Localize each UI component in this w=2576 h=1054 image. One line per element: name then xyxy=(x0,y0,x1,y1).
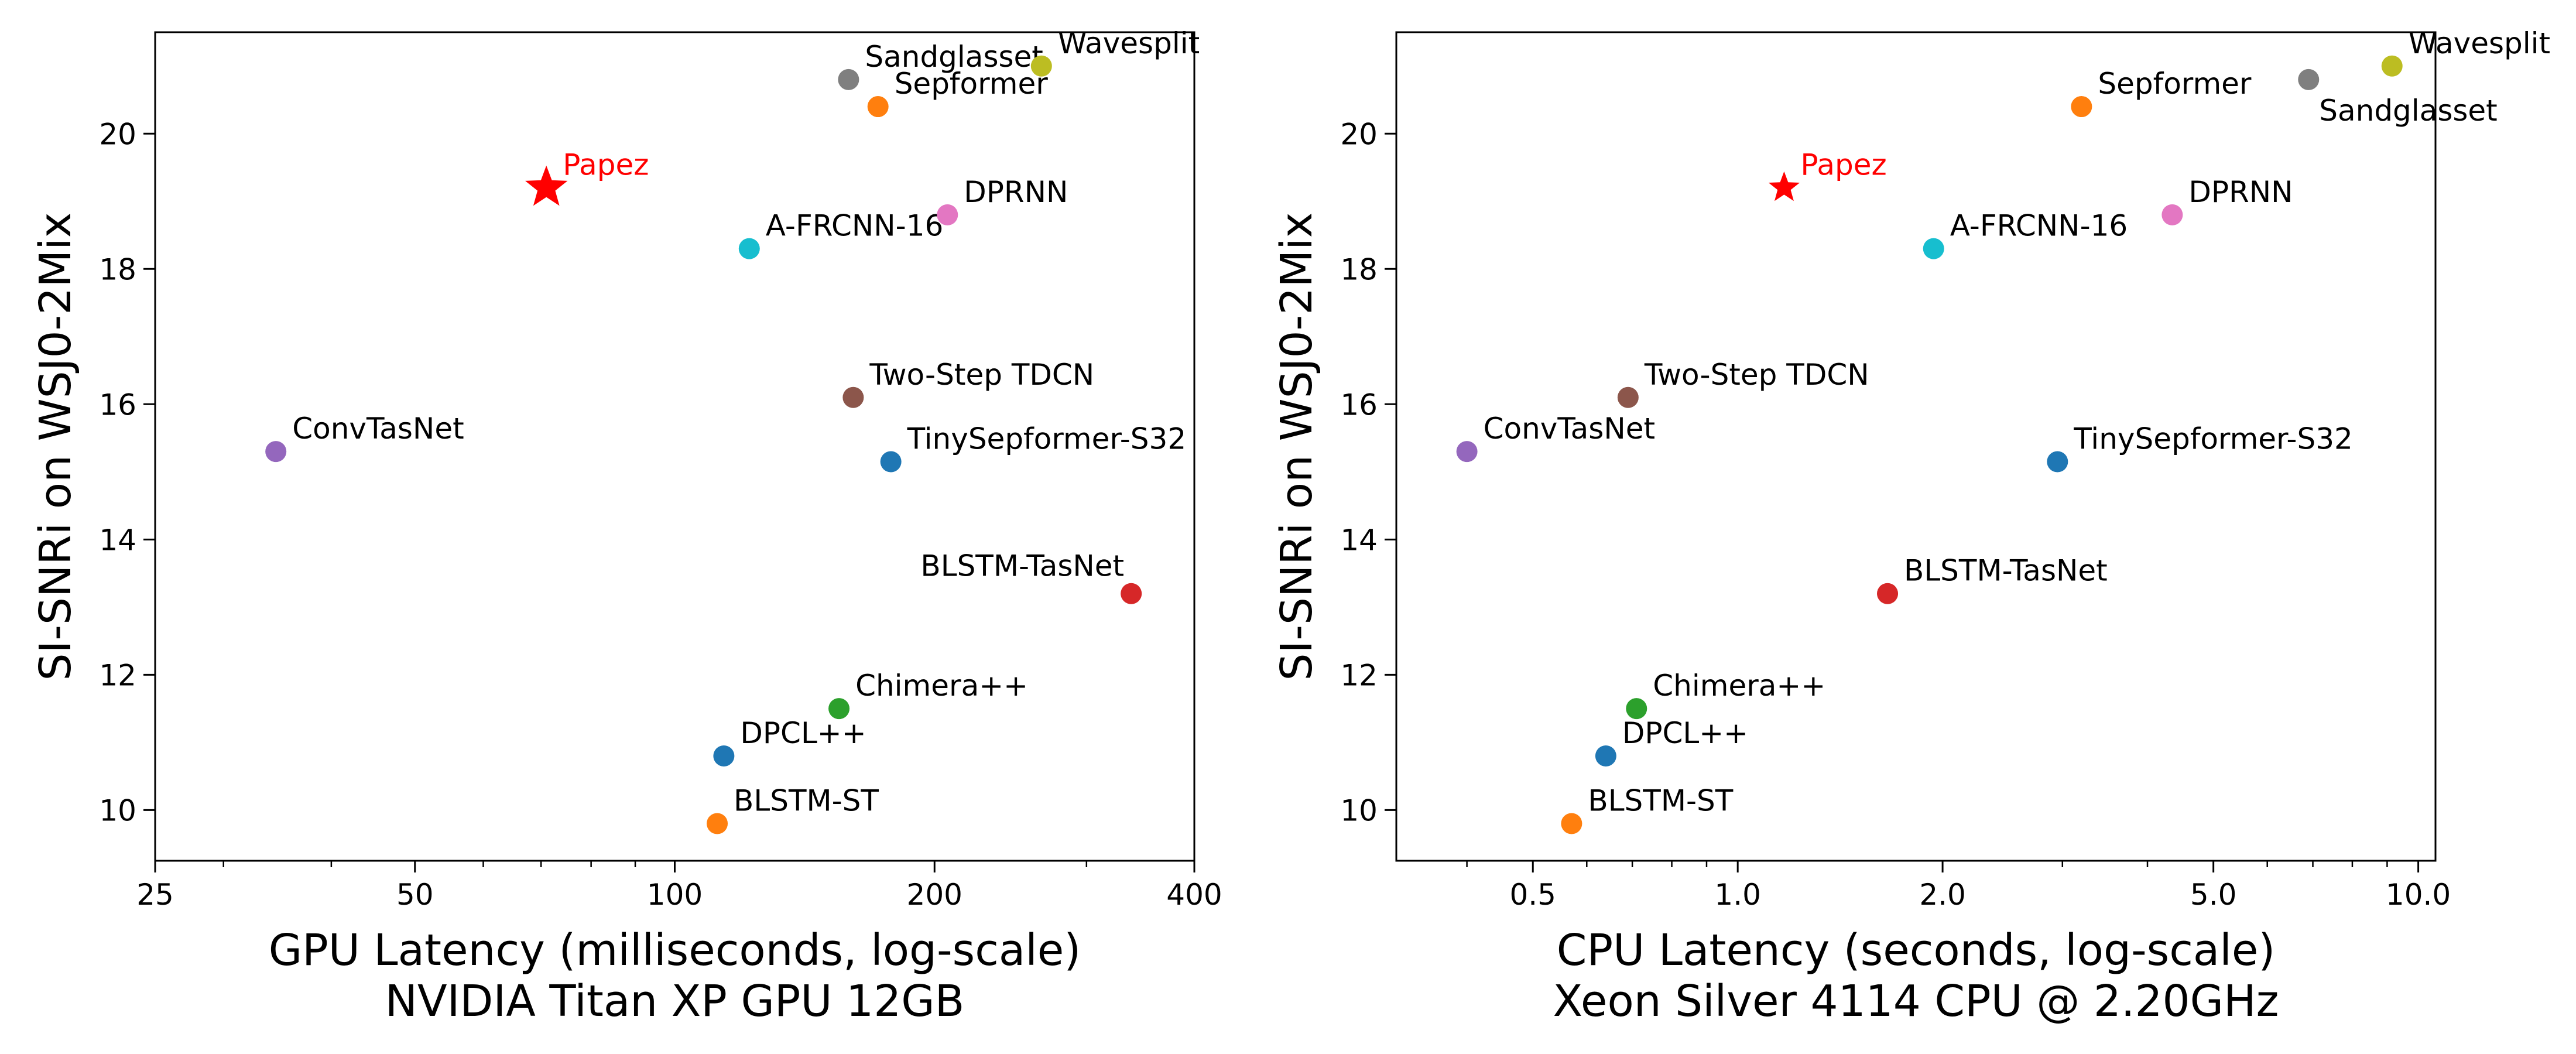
data-point-tinysepformer-s32 xyxy=(2047,451,2068,473)
data-point-blstm-tasnet xyxy=(1877,583,1899,604)
plot-frame xyxy=(1395,31,2437,862)
data-point-dprnn xyxy=(2161,204,2183,225)
point-label-papez: Papez xyxy=(1800,148,1886,182)
data-point-sepformer xyxy=(2071,96,2092,118)
data-point-dpcl xyxy=(1595,745,1616,766)
x-tick-label: 0.5 xyxy=(1509,878,1556,912)
data-point-convtasnet xyxy=(265,441,287,463)
data-point-chimera xyxy=(1626,698,1647,720)
x-tick-label: 200 xyxy=(907,878,962,912)
data-point-two-step-tdcn xyxy=(842,386,864,408)
x-axis-label: CPU Latency (seconds, log-scale) xyxy=(1557,925,2275,976)
data-point-wavesplit xyxy=(1030,55,1052,77)
x-axis-label: GPU Latency (milliseconds, log-scale) xyxy=(269,925,1081,976)
point-label-blstm-st: BLSTM-ST xyxy=(734,783,879,817)
point-label-chimera: Chimera++ xyxy=(855,669,1028,703)
x-tick-label: 100 xyxy=(647,878,703,912)
x-tick-label: 1.0 xyxy=(1714,878,1761,912)
x-axis-label-line2: Xeon Silver 4114 CPU @ 2.20GHz xyxy=(1553,976,2279,1026)
point-label-a-frcnn-16: A-FRCNN-16 xyxy=(766,209,944,243)
y-tick-label: 20 xyxy=(99,117,136,151)
point-label-convtasnet: ConvTasNet xyxy=(1484,412,1656,446)
data-point-sandglasset xyxy=(2298,69,2320,90)
chart-panel-2: 0.5 1.0 2.0 5.0 10.0 10 12 14 16 18 20 CPU Latency … xyxy=(1272,26,2550,1026)
point-label-papez: Papez xyxy=(563,148,649,182)
y-tick-label: 14 xyxy=(99,523,136,557)
x-tick-label: 2.0 xyxy=(1919,878,1966,912)
y-tick-label: 18 xyxy=(99,252,136,286)
x-tick-label: 400 xyxy=(1166,878,1222,912)
x-axis-label-line2: NVIDIA Titan XP GPU 12GB xyxy=(385,976,965,1026)
data-point-sandglasset xyxy=(838,69,859,90)
point-label-dprnn: DPRNN xyxy=(964,175,1068,209)
y-tick-label: 18 xyxy=(1340,252,1378,286)
data-point-a-frcnn-16 xyxy=(738,238,760,259)
point-label-wavesplit: Wavesplit xyxy=(2409,26,2550,60)
y-tick-label: 20 xyxy=(1340,117,1378,151)
y-axis-label: SI-SNRi on WSJ0-2Mix xyxy=(30,212,81,680)
point-label-a-frcnn-16: A-FRCNN-16 xyxy=(1950,209,2128,243)
data-point-blstm-st xyxy=(1561,813,1582,834)
data-point-chimera xyxy=(828,698,850,720)
point-label-sandglasset: Sandglasset xyxy=(2319,94,2498,128)
point-label-blstm-st: BLSTM-ST xyxy=(1588,783,1733,817)
data-point-sepformer xyxy=(867,96,889,118)
point-label-sepformer: Sepformer xyxy=(2098,67,2252,101)
point-label-dpcl: DPCL++ xyxy=(1622,716,1748,750)
y-axis-label: SI-SNRi on WSJ0-2Mix xyxy=(1272,212,1322,680)
point-label-blstm-tasnet: BLSTM-TasNet xyxy=(920,549,1124,583)
x-tick-label: 5.0 xyxy=(2190,878,2237,912)
point-label-two-step-tdcn: Two-Step TDCN xyxy=(1644,358,1869,392)
y-tick-label: 12 xyxy=(1340,658,1378,692)
point-label-sepformer: Sepformer xyxy=(895,67,1049,101)
data-point-two-step-tdcn xyxy=(1617,386,1639,408)
data-point-a-frcnn-16 xyxy=(1923,238,1944,259)
point-label-tinysepformer-s32: TinySepformer-S32 xyxy=(2073,422,2353,456)
point-label-tinysepformer-s32: TinySepformer-S32 xyxy=(907,422,1187,456)
x-tick-label: 10.0 xyxy=(2386,878,2451,912)
y-tick-label: 16 xyxy=(1340,388,1378,422)
point-label-two-step-tdcn: Two-Step TDCN xyxy=(869,358,1094,392)
y-tick-label: 14 xyxy=(1340,523,1378,557)
x-tick-label: 25 xyxy=(136,878,174,912)
point-label-dprnn: DPRNN xyxy=(2188,175,2293,209)
y-tick-label: 16 xyxy=(99,388,136,422)
point-label-dpcl: DPCL++ xyxy=(740,716,866,750)
y-tick-label: 12 xyxy=(99,658,136,692)
data-point-papez xyxy=(1768,171,1800,201)
data-point-dpcl xyxy=(713,745,735,766)
point-label-sandglasset: Sandglasset xyxy=(865,40,1043,74)
point-label-chimera: Chimera++ xyxy=(1653,669,1825,703)
data-point-papez xyxy=(525,165,568,206)
data-point-dprnn xyxy=(937,204,958,225)
data-point-convtasnet xyxy=(1456,441,1478,463)
chart-panel-1: 25 50 100 200 400 10 12 14 16 18 20 GPU Latency (mi… xyxy=(30,26,1222,1026)
y-tick-label: 10 xyxy=(99,793,136,827)
point-label-blstm-tasnet: BLSTM-TasNet xyxy=(1904,554,2108,588)
y-tick-label: 10 xyxy=(1340,793,1378,827)
data-point-wavesplit xyxy=(2381,55,2403,77)
point-label-convtasnet: ConvTasNet xyxy=(292,412,464,446)
data-point-blstm-st xyxy=(707,813,728,834)
data-point-blstm-tasnet xyxy=(1121,583,1142,604)
x-tick-label: 50 xyxy=(396,878,434,912)
data-point-tinysepformer-s32 xyxy=(880,451,902,473)
point-label-wavesplit: Wavesplit xyxy=(1058,26,1200,60)
